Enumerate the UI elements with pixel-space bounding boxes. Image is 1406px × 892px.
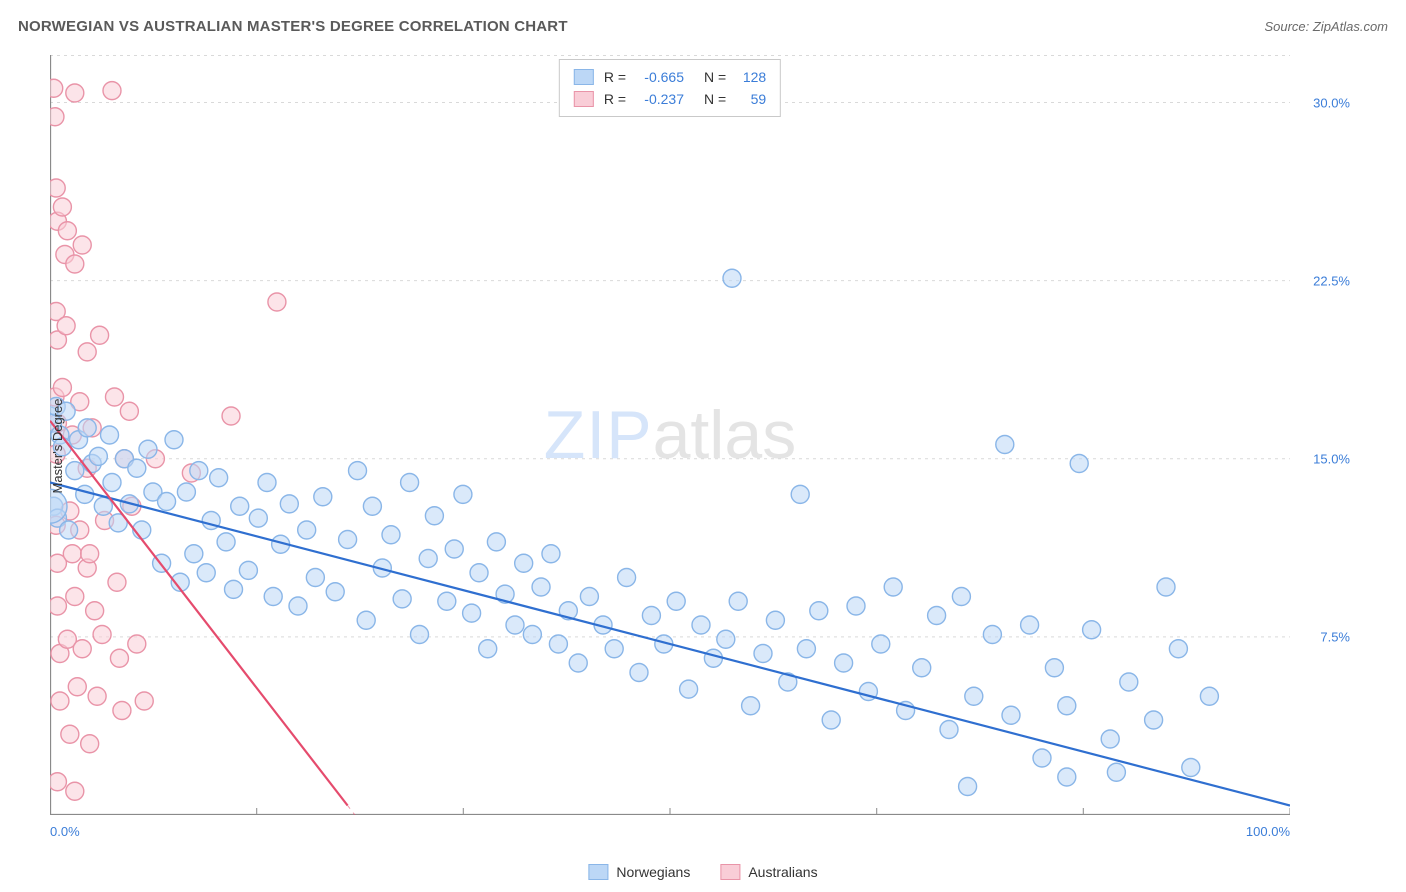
- legend-swatch: [574, 69, 594, 85]
- legend-swatch: [574, 91, 594, 107]
- y-tick-label: 7.5%: [1320, 629, 1350, 644]
- r-value: -0.237: [632, 88, 684, 110]
- y-axis-label: Master's Degree: [50, 399, 65, 494]
- legend-swatch: [720, 864, 740, 880]
- chart-title: NORWEGIAN VS AUSTRALIAN MASTER'S DEGREE …: [18, 18, 568, 35]
- n-label: N =: [704, 66, 726, 88]
- legend-label: Australians: [748, 864, 817, 880]
- correlation-row: R = -0.665 N = 128: [574, 66, 766, 88]
- legend-item: Norwegians: [588, 864, 690, 880]
- y-tick-label: 30.0%: [1313, 95, 1350, 110]
- source-attribution: Source: ZipAtlas.com: [1264, 19, 1388, 34]
- correlation-box: R = -0.665 N = 128 R = -0.237 N = 59: [559, 59, 781, 117]
- scatter-chart: [50, 55, 1290, 815]
- legend-item: Australians: [720, 864, 817, 880]
- x-tick-label: 0.0%: [50, 824, 80, 839]
- legend-swatch: [588, 864, 608, 880]
- r-value: -0.665: [632, 66, 684, 88]
- n-value: 128: [732, 66, 766, 88]
- r-label: R =: [604, 88, 626, 110]
- plot-area: ZIPatlas R =-0.665N =128R =-0.237N =59 7…: [50, 55, 1290, 815]
- legend-label: Norwegians: [616, 864, 690, 880]
- bottom-legend: Norwegians Australians: [588, 864, 817, 880]
- n-value: 59: [732, 88, 766, 110]
- header: NORWEGIAN VS AUSTRALIAN MASTER'S DEGREE …: [18, 18, 1388, 35]
- n-label: N =: [704, 88, 726, 110]
- y-tick-label: 15.0%: [1313, 451, 1350, 466]
- correlation-row: R = -0.237 N = 59: [574, 88, 766, 110]
- x-tick-label: 100.0%: [1246, 824, 1290, 839]
- y-tick-label: 22.5%: [1313, 273, 1350, 288]
- r-label: R =: [604, 66, 626, 88]
